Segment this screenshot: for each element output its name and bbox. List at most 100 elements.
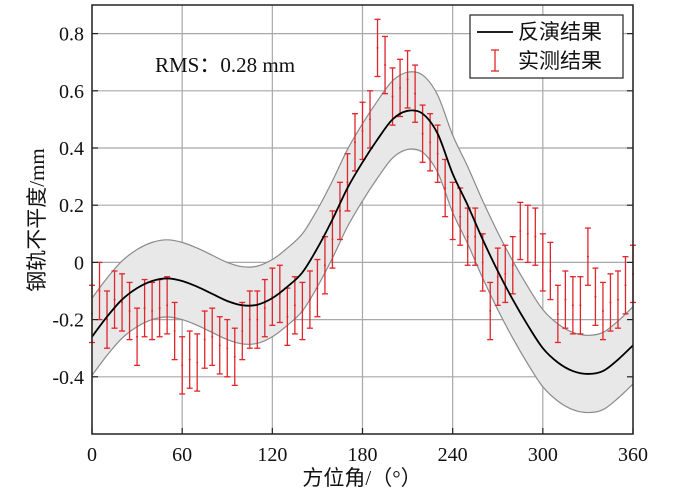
x-axis-label: 方位角/（°） (302, 466, 421, 490)
data-point (218, 344, 221, 347)
error-bar (269, 267, 276, 326)
legend-errorbar-icon (491, 49, 499, 72)
error-bar (164, 276, 171, 335)
error-bar (569, 276, 576, 335)
error-bar (547, 241, 554, 301)
data-point (233, 355, 236, 358)
error-bar (509, 236, 516, 295)
data-point (181, 364, 184, 367)
error-bar (314, 258, 321, 318)
error-bar (306, 270, 313, 329)
data-point (203, 338, 206, 341)
y-tick-label: 0.8 (59, 24, 84, 46)
error-bar (472, 207, 479, 266)
data-point (316, 287, 319, 290)
y-tick-label: -0.2 (52, 310, 84, 332)
error-bar (134, 307, 141, 367)
y-tick-label: 0 (74, 252, 84, 274)
data-point (496, 275, 499, 278)
data-point (301, 310, 304, 313)
data-point (346, 181, 349, 184)
y-tick-label: 0.2 (59, 195, 84, 217)
data-point (158, 307, 161, 310)
data-point (579, 304, 582, 307)
error-bar (254, 290, 261, 349)
legend-label-measured: 实测结果 (518, 49, 602, 73)
data-point (586, 255, 589, 258)
error-bar (517, 201, 524, 261)
y-tick-label: -0.4 (52, 367, 84, 389)
data-point (541, 261, 544, 264)
error-bar (374, 18, 381, 78)
data-point (624, 284, 627, 287)
data-point (549, 269, 552, 272)
inversion-line (91, 109, 634, 375)
error-bar (284, 287, 291, 346)
data-point (391, 95, 394, 98)
data-point (504, 272, 507, 275)
error-bar (494, 247, 501, 306)
data-point (369, 118, 372, 121)
error-bar (201, 310, 208, 369)
error-bar (577, 276, 584, 335)
data-point (331, 238, 334, 241)
error-bar (231, 327, 238, 387)
error-bar (336, 181, 343, 241)
data-point (429, 141, 432, 144)
x-tick-label: 300 (528, 444, 558, 466)
data-point (399, 86, 402, 89)
band-lower-edge (91, 148, 634, 414)
error-bar (382, 35, 389, 95)
data-point (616, 298, 619, 301)
error-bar (554, 284, 561, 344)
data-point (286, 315, 289, 318)
error-bar (412, 64, 419, 123)
error-bar (464, 207, 471, 266)
error-bar (171, 301, 178, 361)
error-bar (179, 336, 186, 395)
error-bar (524, 204, 531, 264)
data-point (459, 215, 462, 218)
data-point (211, 335, 214, 338)
data-point (564, 298, 567, 301)
data-point (196, 361, 199, 364)
error-bar (141, 278, 148, 338)
x-tick-label: 0 (87, 444, 97, 466)
data-point (436, 152, 439, 155)
data-point (534, 235, 537, 238)
data-point (263, 307, 266, 310)
data-point (474, 235, 477, 238)
error-bar (532, 207, 539, 266)
data-point (489, 310, 492, 313)
error-bar (599, 281, 606, 341)
x-tick-label: 180 (348, 444, 378, 466)
data-point (121, 301, 124, 304)
data-point (353, 141, 356, 144)
error-bar (562, 270, 569, 329)
error-bar (194, 333, 201, 392)
data-point (308, 298, 311, 301)
data-point (384, 64, 387, 67)
error-bar (427, 113, 434, 172)
legend: 反演结果 实测结果 (469, 14, 624, 79)
error-bar (186, 330, 193, 389)
data-point (376, 46, 379, 49)
rms-annotation: RMS：0.28 mm (155, 53, 295, 77)
data-point (173, 330, 176, 333)
ticks: 0 60 120 180 240 300 360 -0.4 -0.2 0 0.2 0.4 0.6 0.8 (52, 24, 648, 466)
error-bar (216, 316, 223, 375)
error-bar (104, 290, 111, 349)
error-bar (291, 276, 298, 335)
data-point (188, 358, 191, 361)
x-tick-label: 240 (438, 444, 468, 466)
error-bar (299, 281, 306, 341)
error-bar (224, 318, 231, 378)
error-bar (344, 153, 351, 212)
data-point (519, 229, 522, 232)
data-point (323, 264, 326, 267)
data-point (571, 304, 574, 307)
data-point (466, 235, 469, 238)
data-point (113, 298, 116, 301)
data-point (293, 304, 296, 307)
